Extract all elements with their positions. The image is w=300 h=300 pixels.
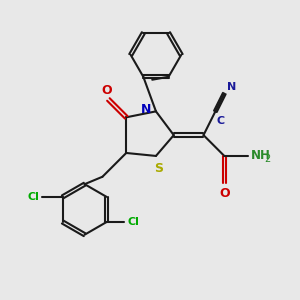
Text: O: O [219,187,230,200]
Text: 2: 2 [264,154,271,164]
Text: Cl: Cl [127,217,139,227]
Text: C: C [217,116,225,126]
Text: O: O [102,83,112,97]
Text: S: S [154,162,164,175]
Text: Cl: Cl [27,192,39,202]
Text: N: N [141,103,152,116]
Text: NH: NH [251,149,271,162]
Text: N: N [227,82,236,92]
